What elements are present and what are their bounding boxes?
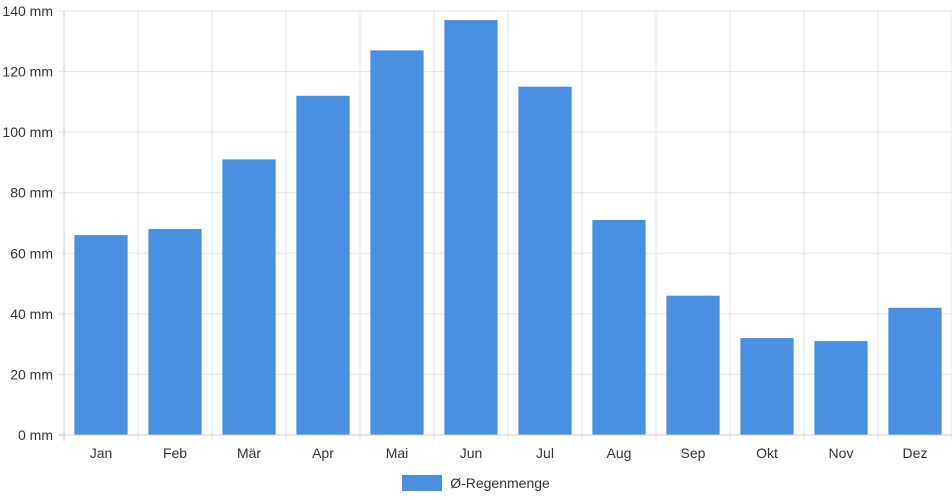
y-tick-label: 140 mm [2, 3, 53, 19]
legend-label: Ø-Regenmenge [450, 475, 550, 491]
bar-mär [222, 159, 276, 435]
bar-jan [74, 235, 128, 435]
x-tick-label: Aug [607, 445, 632, 461]
x-tick-label: Jul [536, 445, 554, 461]
bar-jun [444, 20, 498, 435]
y-tick-label: 60 mm [10, 245, 53, 261]
bar-mai [370, 50, 424, 435]
bar-sep [666, 295, 720, 435]
x-tick-label: Dez [903, 445, 928, 461]
axis-layer: 0 mm 20 mm 40 mm 60 mm 80 mm 100 mm 120 mm 140 … [2, 3, 952, 461]
bars-layer [74, 20, 942, 436]
y-tick-label: 120 mm [2, 64, 53, 80]
x-tick-label: Jun [460, 445, 483, 461]
x-tick-label: Mär [237, 445, 261, 461]
rainfall-bar-chart: 0 mm 20 mm 40 mm 60 mm 80 mm 100 mm 120 mm 140 … [2, 3, 952, 461]
bar-jul [518, 86, 572, 435]
y-tick-label: 0 mm [18, 427, 53, 443]
bar-aug [592, 219, 646, 435]
legend: Ø-Regenmenge [0, 472, 952, 494]
bar-feb [148, 229, 202, 435]
x-tick-label: Nov [829, 445, 854, 461]
x-tick-label: Feb [163, 445, 187, 461]
x-tick-label: Okt [756, 445, 778, 461]
bar-apr [296, 95, 350, 436]
legend-swatch [402, 475, 443, 491]
y-tick-label: 40 mm [10, 306, 53, 322]
x-tick-label: Apr [312, 445, 334, 461]
y-tick-label: 100 mm [2, 124, 53, 140]
x-tick-label: Jan [90, 445, 113, 461]
y-tick-label: 80 mm [10, 185, 53, 201]
bar-nov [814, 341, 868, 435]
grid-layer [58, 10, 952, 441]
x-tick-label: Mai [386, 445, 409, 461]
y-tick-label: 20 mm [10, 366, 53, 382]
bar-dez [888, 307, 942, 435]
bar-okt [740, 338, 794, 435]
x-tick-label: Sep [681, 445, 706, 461]
